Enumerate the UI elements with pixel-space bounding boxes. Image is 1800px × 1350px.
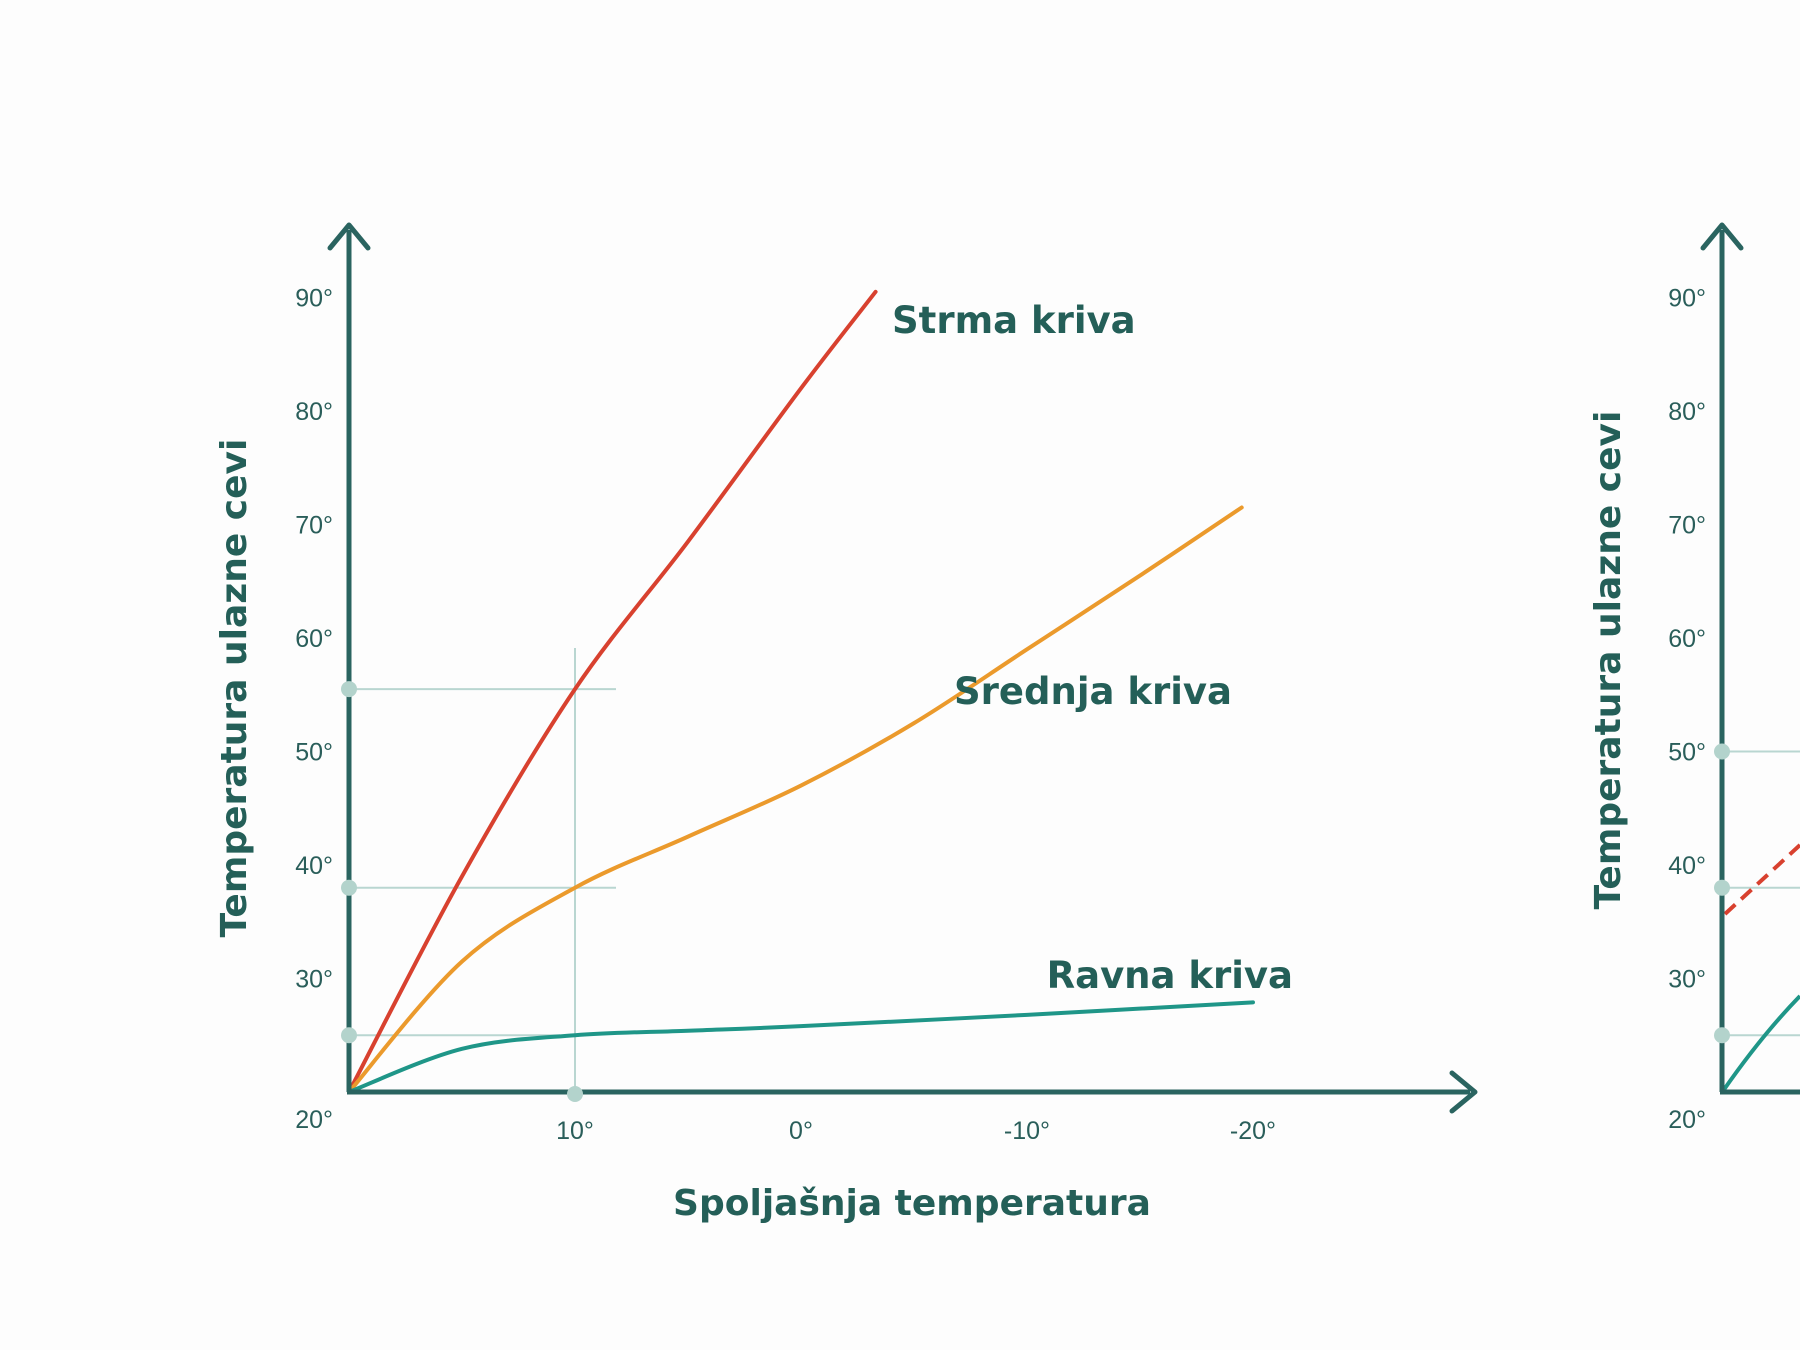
y-tick-label: 50° [295,739,333,767]
second-y-tick-label: 50° [1668,739,1706,767]
second-series-line-dashed [1723,843,1800,916]
y-reference-dot [341,681,357,698]
reference-dots [341,681,583,1102]
series-line-srednja-kriva [347,505,1244,1094]
curve-labels: Strma kriva Srednja kriva Ravna kriva [892,299,1293,997]
x-reference-dot [567,1086,583,1102]
axes [327,222,1478,1114]
second-y-tick-label: 40° [1668,852,1706,880]
second-y-tick-label: 80° [1668,398,1706,426]
y-tick-label: 60° [295,625,333,653]
y-tick-label: 80° [295,398,333,426]
second-y-axis-title: Temperatura ulazne cevi [1588,411,1629,910]
y-tick-label: 20° [295,1106,333,1134]
second-y-tick-label: 30° [1668,966,1706,994]
x-tick-label: 0° [789,1117,813,1145]
y-tick-label: 70° [295,512,333,540]
x-tick-labels: 10° 0° -10° -20° [556,1117,1276,1145]
x-tick-label: -20° [1230,1117,1276,1145]
second-reference-lines [1722,750,1800,1037]
y-tick-labels: 20° 30° 40° 50° 60° 70° 80° 90° [295,285,333,1135]
second-curves [1721,843,1800,1093]
y-axis-arrow-icon [327,222,371,251]
second-chart: 20° 30° 40° 50° 60° 70° 80° 90° Temperatura ula… [1588,222,1800,1135]
y-tick-label: 30° [295,966,333,994]
second-y-tick-label: 60° [1668,625,1706,653]
y-reference-dot [341,1027,357,1044]
curve-label-strma-kriva: Strma kriva [892,299,1136,342]
curve-label-ravna-kriva: Ravna kriva [1047,954,1293,997]
second-y-tick-labels: 20° 30° 40° 50° 60° 70° 80° 90° [1668,285,1706,1135]
second-series-line [1721,994,1800,1093]
second-reference-dot [1714,879,1730,896]
reference-lines [349,648,616,1092]
second-reference-dot [1714,743,1730,760]
y-tick-label: 90° [295,285,333,313]
second-y-tick-label: 20° [1668,1106,1706,1134]
curve-label-srednja-kriva: Srednja kriva [954,670,1232,713]
series-line-ravna-kriva [347,1000,1255,1094]
second-reference-dots [1714,743,1730,1044]
x-tick-label: -10° [1004,1117,1050,1145]
y-axis-title: Temperatura ulazne cevi [214,439,255,938]
y-tick-label: 40° [295,852,333,880]
second-y-axis-arrow-icon [1700,222,1744,251]
series-line-strma-kriva [347,289,878,1094]
x-axis-arrow-icon [1449,1070,1478,1114]
curves [347,289,1255,1094]
second-reference-dot [1714,1027,1730,1044]
y-reference-dot [341,879,357,896]
second-y-tick-label: 90° [1668,285,1706,313]
second-y-tick-label: 70° [1668,512,1706,540]
x-tick-label: 10° [556,1117,594,1145]
x-axis-title: Spoljašnja temperatura [673,1183,1151,1224]
